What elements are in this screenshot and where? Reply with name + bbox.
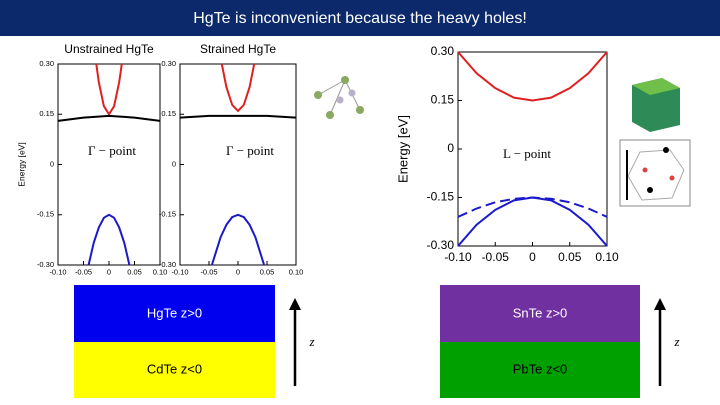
layer-bottom-label: CdTe z<0 — [147, 361, 202, 376]
band-line — [210, 213, 266, 266]
x-tick-label: 0.05 — [558, 250, 582, 264]
y-tick-label: -0.30 — [37, 260, 54, 269]
y-tick-label: 0 — [50, 159, 54, 168]
band-line — [457, 51, 608, 102]
band-line — [457, 196, 608, 247]
y-tick-label: 0.15 — [161, 109, 176, 118]
z-arrow-head — [654, 298, 666, 310]
brillouin-zone — [619, 139, 691, 207]
y-tick-label: 0.30 — [39, 59, 54, 68]
y-tick-label: -0.15 — [427, 190, 455, 204]
x-tick-label: -0.10 — [49, 267, 66, 276]
layer-top — [440, 285, 640, 342]
band-line — [457, 196, 608, 218]
y-tick-label: 0.30 — [431, 44, 455, 58]
chart-title: Strained HgTe — [200, 42, 276, 56]
x-tick-label: -0.05 — [482, 250, 510, 264]
layer-top-label: SnTe z>0 — [513, 305, 568, 320]
x-tick-label: 0.10 — [595, 250, 619, 264]
z-label: z — [308, 334, 314, 349]
annotation: L − point — [503, 146, 551, 161]
band-line — [95, 63, 123, 117]
y-tick-label: -0.15 — [159, 210, 176, 219]
y-axis-label: Energy [eV] — [395, 115, 410, 183]
x-tick-label: -0.10 — [171, 267, 188, 276]
band-line — [87, 213, 131, 266]
annotation: Γ − point — [226, 143, 274, 158]
x-tick-label: -0.10 — [444, 250, 472, 264]
y-tick-label: -0.30 — [159, 260, 176, 269]
x-tick-label: 0 — [236, 267, 240, 276]
salt-crystal — [632, 78, 680, 132]
layer-top-label: HgTe z>0 — [147, 305, 202, 320]
x-tick-label: -0.05 — [200, 267, 217, 276]
x-tick-label: 0.10 — [289, 267, 304, 276]
x-tick-label: 0 — [529, 250, 536, 264]
y-tick-label: -0.30 — [427, 238, 455, 252]
band-line — [220, 63, 256, 113]
title-bar — [0, 0, 720, 36]
slide-title: HgTe is inconvenient because the heavy h… — [193, 10, 527, 27]
chart-title: Unstrained HgTe — [64, 42, 154, 56]
band-line — [57, 114, 161, 122]
x-tick-label: -0.05 — [75, 267, 92, 276]
y-tick-label: 0 — [172, 159, 176, 168]
y-tick-label: 0.15 — [431, 93, 455, 107]
x-tick-label: 0 — [107, 267, 111, 276]
layer-bottom-label: PbTe z<0 — [513, 361, 568, 376]
y-tick-label: 0 — [447, 141, 454, 155]
y-tick-label: 0.30 — [161, 59, 176, 68]
layer-bottom — [74, 342, 275, 398]
plot-frame — [179, 63, 297, 266]
z-label: z — [673, 334, 679, 349]
plot-frame — [57, 63, 161, 266]
x-tick-label: 0.05 — [127, 267, 142, 276]
y-tick-label: 0.15 — [39, 109, 54, 118]
layer-bottom — [440, 342, 640, 398]
band-line — [179, 114, 297, 119]
x-tick-label: 0.05 — [260, 267, 275, 276]
z-arrow-head — [289, 298, 301, 310]
y-axis-label: Energy [eV] — [16, 142, 26, 186]
layer-top — [74, 285, 275, 342]
x-tick-label: 0.10 — [153, 267, 168, 276]
hgte-crystal — [314, 76, 364, 119]
annotation: Γ − point — [88, 143, 136, 158]
y-tick-label: -0.15 — [37, 210, 54, 219]
